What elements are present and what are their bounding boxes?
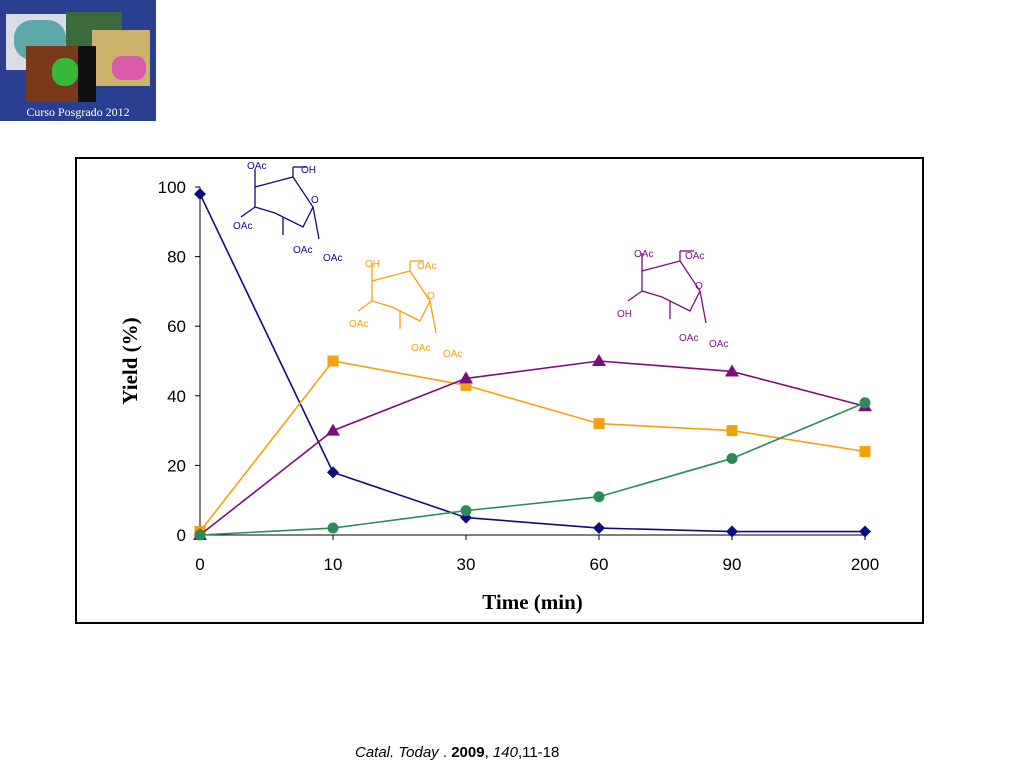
structure-label: OAc: [323, 253, 342, 264]
data-point-circle: [327, 522, 339, 534]
chart-frame: OAc OH O OAc OAc OAc OH OAc O OAc OAc OAc OAc OAc O OH O…: [75, 157, 924, 624]
x-tick-label: 10: [324, 555, 343, 574]
structure-label: OAc: [293, 245, 312, 256]
sugar-structure: OAc OH O OAc OAc OAc: [233, 161, 342, 264]
ring-bonds: [254, 176, 314, 228]
citation-sep: .: [438, 744, 452, 761]
structure-label: OAc: [349, 319, 368, 330]
x-tick-label: 60: [590, 555, 609, 574]
x-tick-label: 30: [457, 555, 476, 574]
series-line: [199, 360, 866, 536]
structure-label: OH: [365, 259, 380, 270]
bond: [240, 206, 256, 218]
data-point-diamond: [194, 187, 206, 200]
structure-label: OAc: [247, 161, 266, 172]
data-point-circle: [593, 491, 605, 503]
bond: [429, 300, 437, 334]
series-diamond: [194, 187, 871, 538]
data-point-circle: [460, 505, 472, 517]
series-square: [194, 355, 871, 538]
bond: [312, 206, 320, 240]
series-line: [199, 193, 865, 533]
citation-comma: ,: [484, 744, 493, 761]
y-tick-label: 20: [167, 456, 186, 475]
y-tick-label: 0: [177, 526, 186, 545]
structure-label: OAc: [685, 251, 704, 262]
citation-journal: Catal. Today: [355, 744, 439, 761]
data-point-triangle: [459, 371, 473, 384]
logo-caption: Curso Posgrado 2012: [26, 105, 130, 119]
structure-label: OAc: [233, 221, 252, 232]
ring-bonds: [371, 270, 431, 322]
sugar-structure: OAc OAc O OH OAc OAc: [617, 249, 728, 350]
structure-label: OAc: [634, 249, 653, 260]
bond: [699, 290, 707, 324]
structure-label: O: [311, 195, 319, 206]
data-point-circle: [726, 452, 738, 464]
sugar-structure: OH OAc O OAc OAc OAc: [349, 259, 462, 360]
bond: [357, 300, 373, 312]
series-circle: [194, 397, 871, 541]
y-tick-label: 40: [167, 387, 186, 406]
x-tick-label: 200: [851, 555, 879, 574]
structure-label: OAc: [679, 333, 698, 344]
structure-label: O: [427, 291, 435, 302]
citation-volume: 140: [492, 744, 518, 761]
data-point-diamond: [327, 466, 339, 479]
data-point-square: [726, 425, 738, 437]
structure-label: OH: [617, 309, 632, 320]
data-point-square: [327, 355, 339, 367]
bond: [627, 290, 643, 302]
data-point-diamond: [593, 522, 605, 535]
data-point-circle: [194, 529, 206, 541]
data-point-triangle: [592, 354, 606, 366]
series-triangle: [193, 354, 872, 540]
y-tick-label: 80: [167, 248, 186, 267]
data-point-circle: [859, 397, 871, 409]
y-tick-label: 100: [158, 178, 186, 197]
ring-bonds: [641, 260, 701, 312]
series-line: [199, 360, 866, 533]
data-point-square: [859, 445, 871, 457]
data-point-square: [460, 379, 472, 391]
structure-label: OAc: [417, 261, 436, 272]
data-point-triangle: [326, 423, 340, 436]
data-point-triangle: [725, 364, 739, 377]
structure-label: O: [695, 281, 703, 292]
citation-pages: ,11-18: [517, 744, 560, 761]
structure-label: OH: [301, 165, 316, 176]
course-logo: Curso Posgrado 2012: [0, 0, 156, 121]
citation-year: 2009: [451, 744, 485, 761]
structure-label: OAc: [411, 343, 430, 354]
y-axis-title: Yield (%): [118, 317, 142, 404]
structure-label: OAc: [709, 339, 728, 350]
x-tick-label: 90: [723, 555, 742, 574]
data-point-diamond: [726, 525, 738, 538]
series-line: [199, 402, 866, 536]
x-tick-label: 0: [195, 555, 204, 574]
x-axis-title: Time (min): [482, 590, 583, 614]
y-tick-label: 60: [167, 317, 186, 336]
structure-label: OAc: [443, 349, 462, 360]
data-point-diamond: [859, 525, 871, 538]
data-point-square: [593, 418, 605, 430]
citation: Catal. Today . 2009, 140,11-18: [355, 744, 559, 761]
